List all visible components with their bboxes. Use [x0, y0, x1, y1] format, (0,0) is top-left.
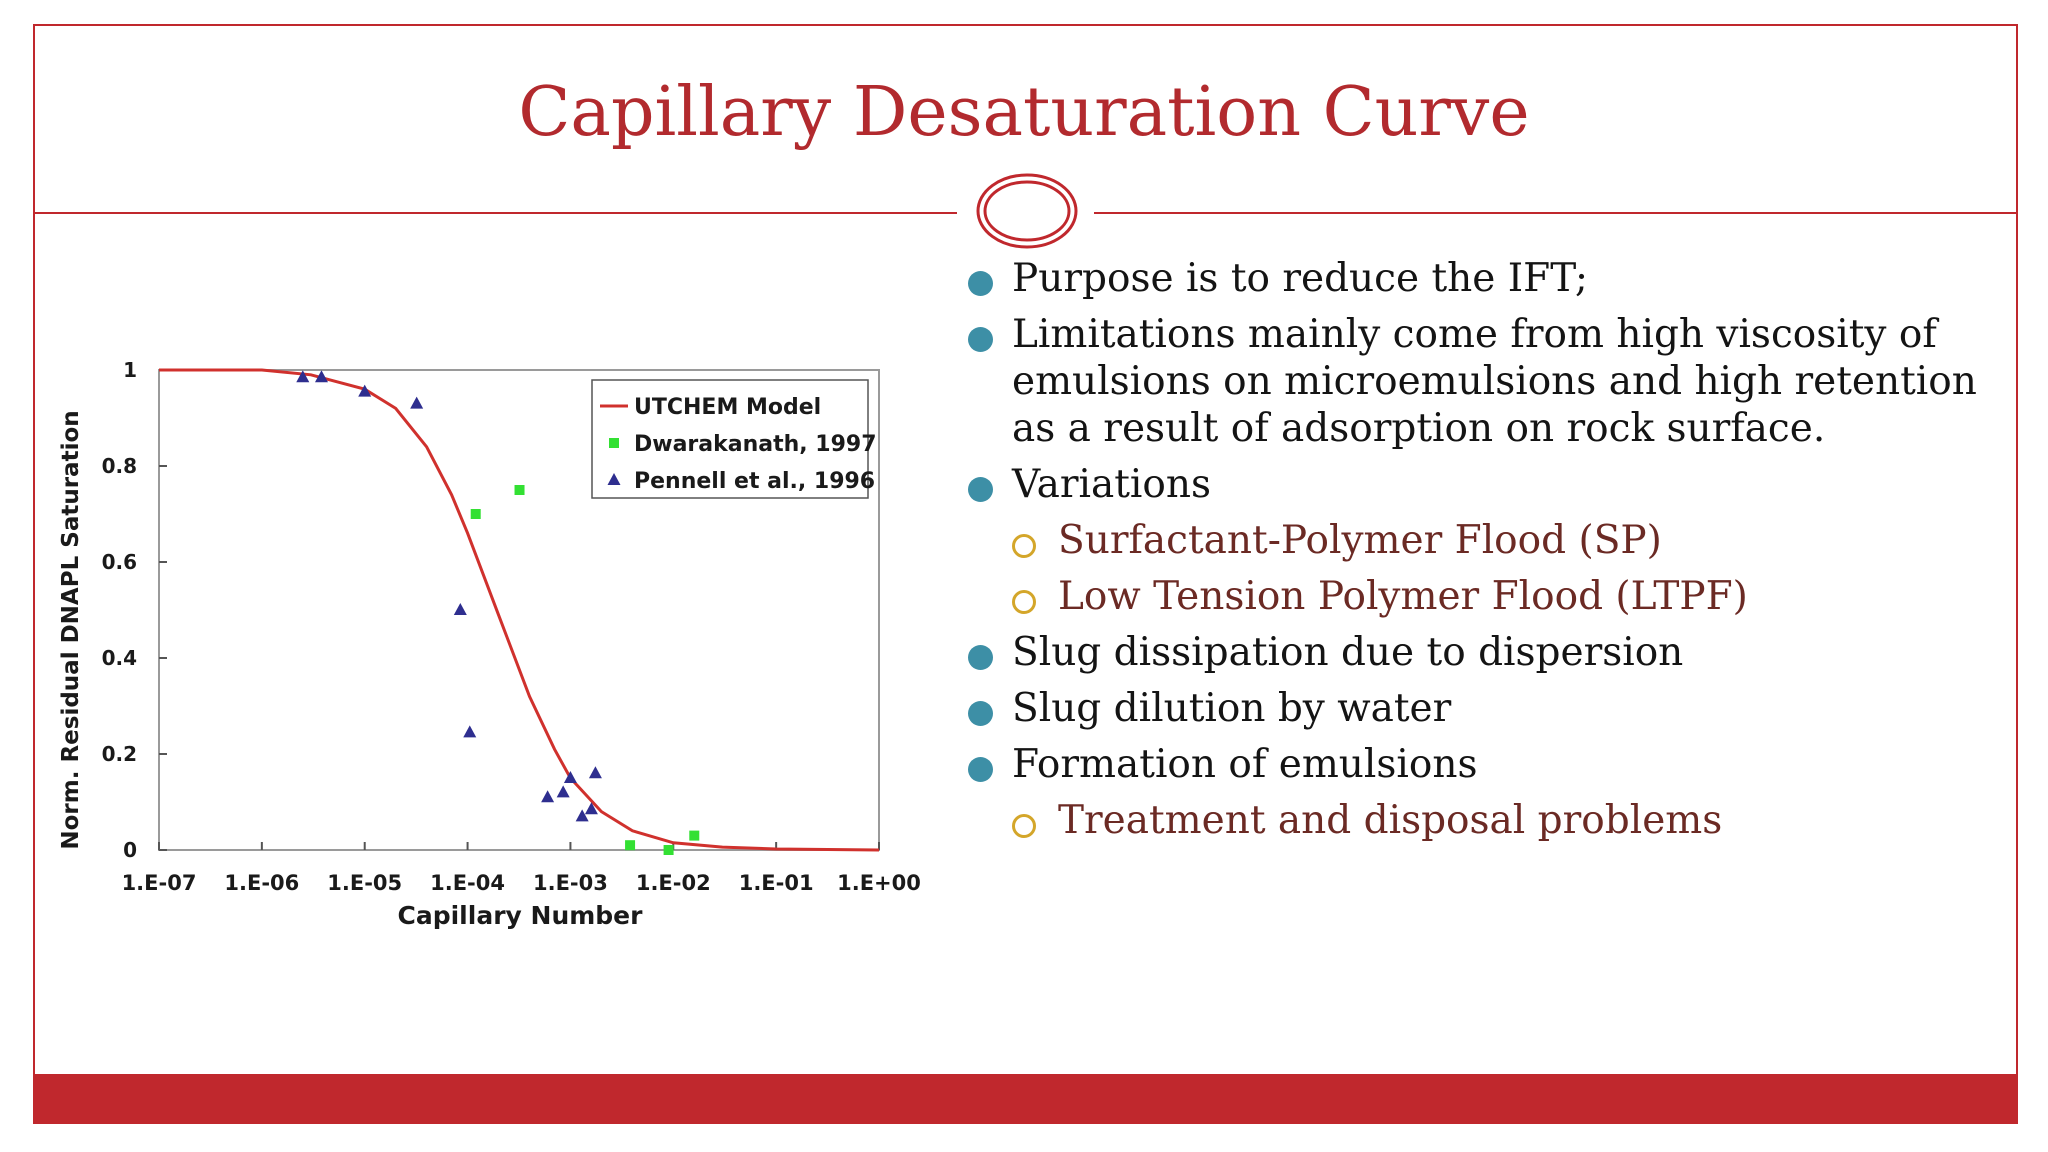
bullet-item: Formation of emulsions	[960, 741, 2000, 788]
x-tick-label: 1.E-05	[327, 871, 402, 895]
pennell-point	[410, 396, 424, 409]
bullet-text: Treatment and disposal problems	[1058, 798, 1723, 843]
bullet-ring-icon	[1012, 814, 1036, 838]
legend-box	[591, 379, 869, 499]
x-tick-label: 1.E-03	[533, 871, 608, 895]
title-divider-left	[33, 212, 957, 214]
sub-bullet-item: Treatment and disposal problems	[960, 797, 2000, 844]
bullet-item: Purpose is to reduce the IFT;	[960, 255, 2000, 302]
x-tick-label: 1.E-07	[122, 871, 197, 895]
bullet-item: Slug dissipation due to dispersion	[960, 629, 2000, 676]
legend-entry: UTCHEM Model	[634, 395, 821, 420]
dwarakanath-point	[625, 840, 636, 851]
y-tick-label: 0.2	[102, 742, 137, 766]
bullet-dot-icon	[968, 271, 993, 296]
bullet-text: Purpose is to reduce the IFT;	[1012, 256, 1588, 301]
bullet-ring-icon	[1012, 590, 1036, 614]
pennell-point	[563, 771, 577, 783]
y-tick-label: 0.6	[102, 550, 137, 574]
legend-triangle-swatch	[607, 473, 621, 485]
pennell-point	[556, 785, 570, 798]
x-tick-label: 1.E-04	[430, 871, 505, 895]
slide-title: Capillary Desaturation Curve	[518, 73, 1530, 152]
x-tick-label: 1.E-06	[224, 871, 299, 895]
pennell-point	[296, 370, 310, 383]
chart-legend: UTCHEM Model Dwarakanath, 1997 Pennell et …	[591, 379, 877, 499]
pennell-point	[541, 790, 555, 803]
dwarakanath-point	[514, 485, 525, 495]
sub-bullet-item: Low Tension Polymer Flood (LTPF)	[960, 573, 2000, 620]
bullet-dot-icon	[968, 645, 993, 670]
pennell-point	[453, 603, 467, 615]
bullet-item: Limitations mainly come from high viscos…	[960, 311, 2000, 452]
pennell-point	[584, 802, 598, 815]
plot-area-frame	[158, 369, 880, 851]
bullet-item: Slug dilution by water	[960, 685, 2000, 732]
bullet-item: Variations	[960, 461, 2000, 508]
y-tick-label: 0	[123, 838, 137, 862]
legend-entry: Pennell et al., 1996	[634, 469, 875, 494]
utchem-model-curve	[159, 368, 880, 852]
bullet-text: Low Tension Polymer Flood (LTPF)	[1058, 574, 1748, 619]
x-tick-label: 1.E+00	[837, 871, 921, 895]
ornament-ring-icon	[976, 173, 1078, 249]
pennell-point	[358, 384, 372, 397]
y-tick-label: 1	[123, 358, 137, 382]
y-tick-label: 0.4	[102, 646, 137, 670]
footer-accent-bar	[33, 1074, 2018, 1124]
legend-entry: Dwarakanath, 1997	[634, 432, 877, 457]
pennell-point	[588, 766, 602, 779]
pennell-point	[314, 370, 328, 383]
x-tick-label: 1.E-01	[739, 871, 814, 895]
title-divider-right	[1094, 212, 2018, 214]
bullet-text: Variations	[1012, 462, 1211, 507]
dwarakanath-point	[689, 830, 700, 841]
pennell-point	[463, 725, 477, 738]
y-axis-label: Norm. Residual DNAPL Saturation	[58, 410, 84, 849]
x-tick-label: 1.E-02	[636, 871, 711, 895]
bullet-dot-icon	[968, 327, 993, 352]
legend-square-swatch	[609, 438, 619, 448]
bullet-ring-icon	[1012, 534, 1036, 558]
capillary-desaturation-chart: 1.E-07 1.E-06 1.E-05 1.E-04 1.E-03 1.E-02 1.E-…	[58, 358, 921, 930]
sub-bullet-item: Surfactant-Polymer Flood (SP)	[960, 517, 2000, 564]
bullet-text: Formation of emulsions	[1012, 742, 1478, 787]
bullet-text: Slug dilution by water	[1012, 686, 1452, 731]
dwarakanath-point	[663, 845, 674, 855]
bullet-dot-icon	[968, 701, 993, 726]
y-tick-label: 0.8	[102, 454, 137, 478]
x-axis-label: Capillary Number	[398, 901, 644, 930]
bullet-dot-icon	[968, 757, 993, 782]
dwarakanath-point	[470, 509, 481, 519]
bullet-text: Surfactant-Polymer Flood (SP)	[1058, 518, 1662, 563]
pennell-point	[575, 809, 589, 822]
bullet-text: Slug dissipation due to dispersion	[1012, 630, 1684, 675]
bullet-list: Purpose is to reduce the IFT; Limitations…	[960, 255, 2000, 853]
bullet-text: Limitations mainly come from high viscos…	[1012, 312, 1977, 451]
bullet-dot-icon	[968, 477, 993, 502]
